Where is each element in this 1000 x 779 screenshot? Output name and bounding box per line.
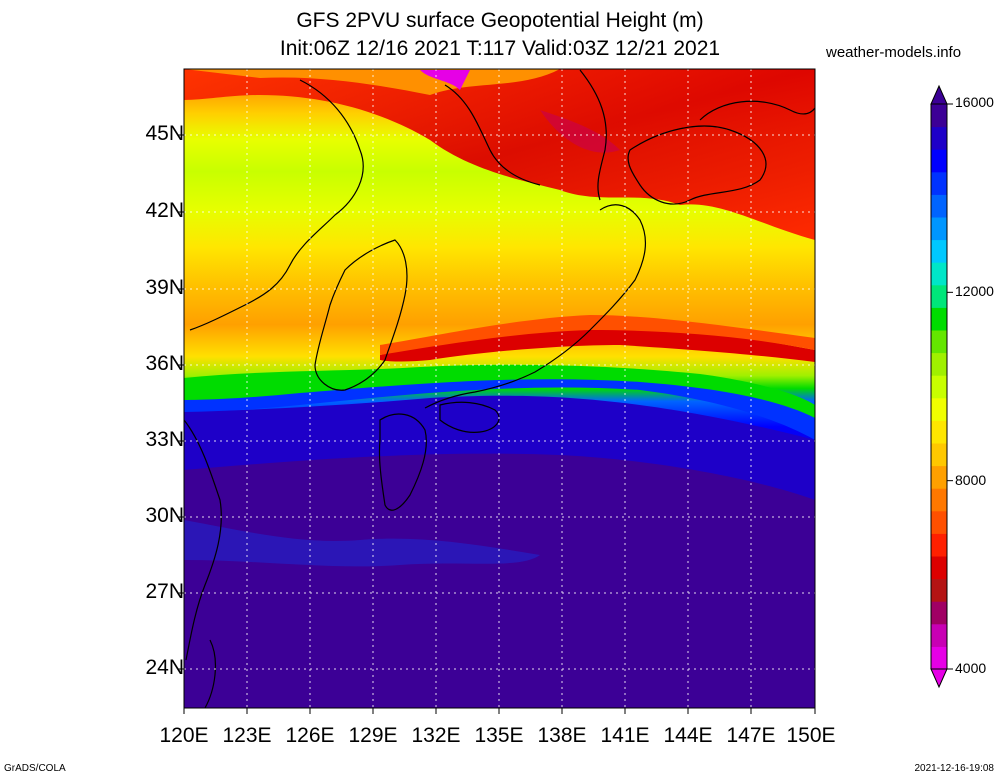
lon-label-132e: 132E — [411, 724, 461, 747]
colorbar-segment — [931, 104, 947, 128]
lat-label-33n: 33N — [145, 428, 184, 451]
colorbar-segment — [931, 330, 947, 354]
colorbar-segment — [931, 171, 947, 195]
lat-label-24n: 24N — [145, 656, 184, 679]
colorbar-segment — [931, 194, 947, 218]
lon-label-123e: 123E — [222, 724, 272, 747]
colorbar-segment — [931, 533, 947, 557]
lon-label-150e: 150E — [786, 724, 836, 747]
colorbar-min-arrow — [930, 668, 948, 689]
lon-label-147e: 147E — [726, 724, 776, 747]
colorbar-segment — [931, 488, 947, 512]
colorbar-segment — [931, 420, 947, 444]
colorbar-segment — [931, 307, 947, 331]
lat-label-39n: 39N — [145, 276, 184, 299]
colorbar-segment — [931, 397, 947, 421]
colorbar-segment — [931, 601, 947, 625]
lon-label-138e: 138E — [537, 724, 587, 747]
title-line-1: GFS 2PVU surface Geopotential Height (m) — [296, 9, 704, 32]
colorbar-frame — [930, 103, 948, 670]
colorbar-segment — [931, 239, 947, 263]
colorbar-segment — [931, 623, 947, 647]
lon-label-141e: 141E — [600, 724, 650, 747]
colorbar-segment — [931, 262, 947, 286]
lat-label-42n: 42N — [145, 199, 184, 222]
colorbar-label-12000: 12000 — [955, 283, 994, 299]
colorbar-max-arrow — [930, 84, 948, 105]
colorbar-label-16000: 16000 — [955, 94, 994, 110]
colorbar-segment — [931, 510, 947, 534]
lon-label-144e: 144E — [663, 724, 713, 747]
colorbar-segment — [931, 556, 947, 580]
colorbar-segment — [931, 217, 947, 241]
lon-label-120e: 120E — [159, 724, 209, 747]
colorbar-segment — [931, 443, 947, 467]
footer-credit: GrADS/COLA — [4, 763, 66, 774]
colorbar-segment — [931, 375, 947, 399]
colorbar-segment — [931, 126, 947, 150]
lat-label-30n: 30N — [145, 504, 184, 527]
colorbar-segment — [931, 352, 947, 376]
title-line-2: Init:06Z 12/16 2021 T:117 Valid:03Z 12/2… — [279, 37, 721, 60]
lon-label-129e: 129E — [348, 724, 398, 747]
lon-label-135e: 135E — [474, 724, 524, 747]
lon-label-126e: 126E — [285, 724, 335, 747]
colorbar-label-8000: 8000 — [955, 472, 987, 488]
site-label: weather-models.info — [826, 44, 962, 61]
colorbar-segment — [931, 646, 947, 670]
colorbar-segment — [931, 578, 947, 602]
colorbar-segment — [931, 149, 947, 173]
lat-label-45n: 45N — [145, 122, 184, 145]
lat-label-27n: 27N — [145, 580, 184, 603]
colorbar-segment — [931, 284, 947, 308]
lat-label-36n: 36N — [145, 352, 184, 375]
colorbar-label-4000: 4000 — [955, 660, 987, 676]
footer-timestamp: 2021-12-16-19:08 — [914, 763, 994, 774]
colorbar-segment — [931, 465, 947, 489]
